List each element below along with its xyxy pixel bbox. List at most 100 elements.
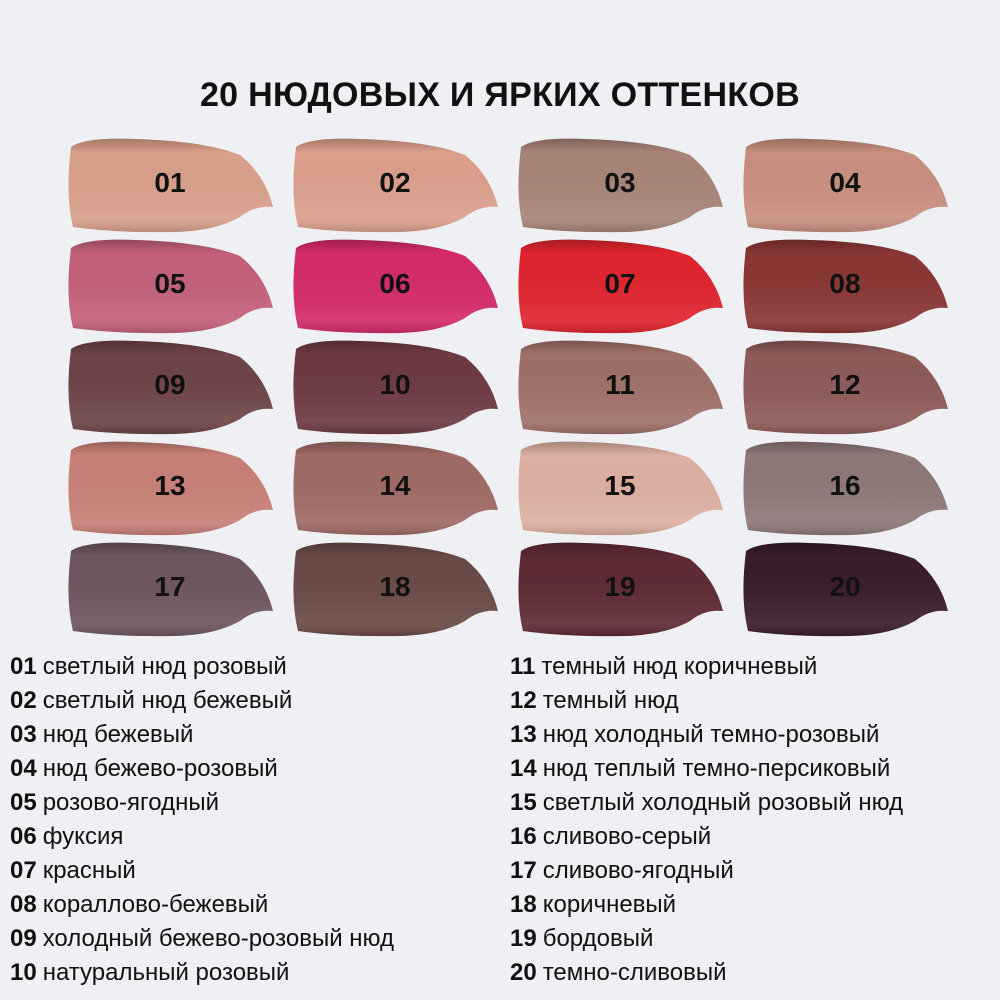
page-title: 20 НЮДОВЫХ И ЯРКИХ ОТТЕНКОВ: [199, 76, 801, 114]
swatch-12: 12: [740, 337, 950, 437]
lipstick-swatch-shape: [518, 340, 723, 435]
swatch-number: 03: [604, 167, 636, 198]
shade-number: 20: [510, 959, 537, 986]
shade-number: 10: [10, 959, 37, 986]
legend-item: 08 кораллово-бежевый: [10, 888, 394, 922]
shade-name: темно-сливовый: [542, 959, 727, 986]
shade-number: 13: [510, 721, 537, 748]
legend-item: 13 нюд холодный темно-розовый: [510, 718, 903, 752]
shade-name: нюд бежево-розовый: [42, 755, 278, 782]
swatch-number: 09: [154, 369, 186, 400]
swatch-number: 18: [379, 571, 411, 602]
legend-right: 11 темный нюд коричневый 12 темный нюд 13 нюд…: [510, 650, 903, 990]
swatch-number: 16: [829, 470, 861, 501]
legend-item: 01 светлый нюд розовый: [10, 650, 394, 684]
legend-item: 18 коричневый: [510, 888, 903, 922]
shade-number: 01: [10, 653, 37, 680]
lipstick-swatch-shape: [518, 441, 723, 536]
swatch-04: 04: [740, 135, 950, 235]
shade-number: 03: [10, 721, 37, 748]
shade-name: холодный бежево-розовый нюд: [42, 925, 395, 952]
swatch-01: 01: [65, 135, 275, 235]
shade-name: кораллово-бежевый: [42, 891, 269, 918]
shade-name: темный нюд: [542, 687, 679, 714]
shade-name: светлый холодный розовый нюд: [542, 789, 904, 816]
shade-number: 12: [510, 687, 537, 714]
shade-number: 11: [510, 653, 536, 680]
lipstick-swatch-shape: [518, 138, 723, 233]
swatch-19: 19: [515, 539, 725, 639]
swatch-08: 08: [740, 236, 950, 336]
swatch-18: 18: [290, 539, 500, 639]
legend-item: 10 натуральный розовый: [10, 956, 394, 990]
shade-name: нюд бежевый: [42, 721, 194, 748]
swatch-06: 06: [290, 236, 500, 336]
swatch-number: 02: [379, 167, 411, 198]
swatch-07: 07: [515, 236, 725, 336]
shade-number: 15: [510, 789, 537, 816]
lipstick-swatch-shape: [293, 239, 498, 334]
legend-item: 15 светлый холодный розовый нюд: [510, 786, 903, 820]
swatch-05: 05: [65, 236, 275, 336]
legend-item: 14 нюд теплый темно-персиковый: [510, 752, 903, 786]
swatch-17: 17: [65, 539, 275, 639]
swatch-number: 11: [605, 369, 635, 400]
shade-name: фуксия: [42, 823, 124, 850]
shade-number: 07: [10, 857, 37, 884]
swatch-number: 10: [379, 369, 411, 400]
lipstick-swatch-shape: [743, 138, 948, 233]
swatch-number: 14: [379, 470, 411, 501]
swatch-11: 11: [515, 337, 725, 437]
swatch-16: 16: [740, 438, 950, 538]
lipstick-swatch-shape: [293, 340, 498, 435]
swatch-03: 03: [515, 135, 725, 235]
swatch-number: 07: [604, 268, 636, 299]
lipstick-swatch-shape: [743, 239, 948, 334]
shade-name: сливово-ягодный: [542, 857, 734, 884]
lipstick-swatch-shape: [68, 340, 273, 435]
legend-item: 09 холодный бежево-розовый нюд: [10, 922, 394, 956]
shade-number: 14: [510, 755, 537, 782]
swatch-14: 14: [290, 438, 500, 538]
shade-name: коричневый: [542, 891, 677, 918]
lipstick-swatch-shape: [293, 441, 498, 536]
lipstick-swatch-shape: [518, 542, 723, 637]
lipstick-swatch-shape: [518, 239, 723, 334]
swatch-20: 20: [740, 539, 950, 639]
shade-name: темный нюд коричневый: [541, 653, 818, 680]
lipstick-swatch-shape: [293, 138, 498, 233]
legend-item: 12 темный нюд: [510, 684, 903, 718]
legend-item: 20 темно-сливовый: [510, 956, 903, 990]
shade-name: красный: [42, 857, 136, 884]
swatch-number: 15: [604, 470, 636, 501]
legend-item: 19 бордовый: [510, 922, 903, 956]
lipstick-swatch-shape: [68, 138, 273, 233]
swatch-number: 05: [154, 268, 186, 299]
shade-name: нюд холодный темно-розовый: [542, 721, 880, 748]
shade-number: 02: [10, 687, 37, 714]
legend-item: 11 темный нюд коричневый: [510, 650, 903, 684]
legend-item: 07 красный: [10, 854, 394, 888]
shade-name: сливово-серый: [542, 823, 712, 850]
lipstick-swatch-shape: [68, 239, 273, 334]
legend-item: 16 сливово-серый: [510, 820, 903, 854]
lipstick-swatch-shape: [293, 542, 498, 637]
swatch-15: 15: [515, 438, 725, 538]
lipstick-swatch-shape: [743, 340, 948, 435]
shade-name: бордовый: [542, 925, 654, 952]
shade-number: 18: [510, 891, 537, 918]
swatch-02: 02: [290, 135, 500, 235]
lipstick-swatch-shape: [743, 542, 948, 637]
swatch-number: 08: [829, 268, 861, 299]
shade-name: розово-ягодный: [42, 789, 219, 816]
shade-number: 09: [10, 925, 37, 952]
shade-number: 16: [510, 823, 537, 850]
swatch-number: 20: [829, 571, 861, 602]
swatch-number: 12: [829, 369, 861, 400]
shade-number: 08: [10, 891, 37, 918]
shade-number: 05: [10, 789, 37, 816]
swatch-grid: 01 02 03 04 05 06 07 08: [65, 135, 955, 640]
shade-name: нюд теплый темно-персиковый: [542, 755, 891, 782]
legend-item: 05 розово-ягодный: [10, 786, 394, 820]
